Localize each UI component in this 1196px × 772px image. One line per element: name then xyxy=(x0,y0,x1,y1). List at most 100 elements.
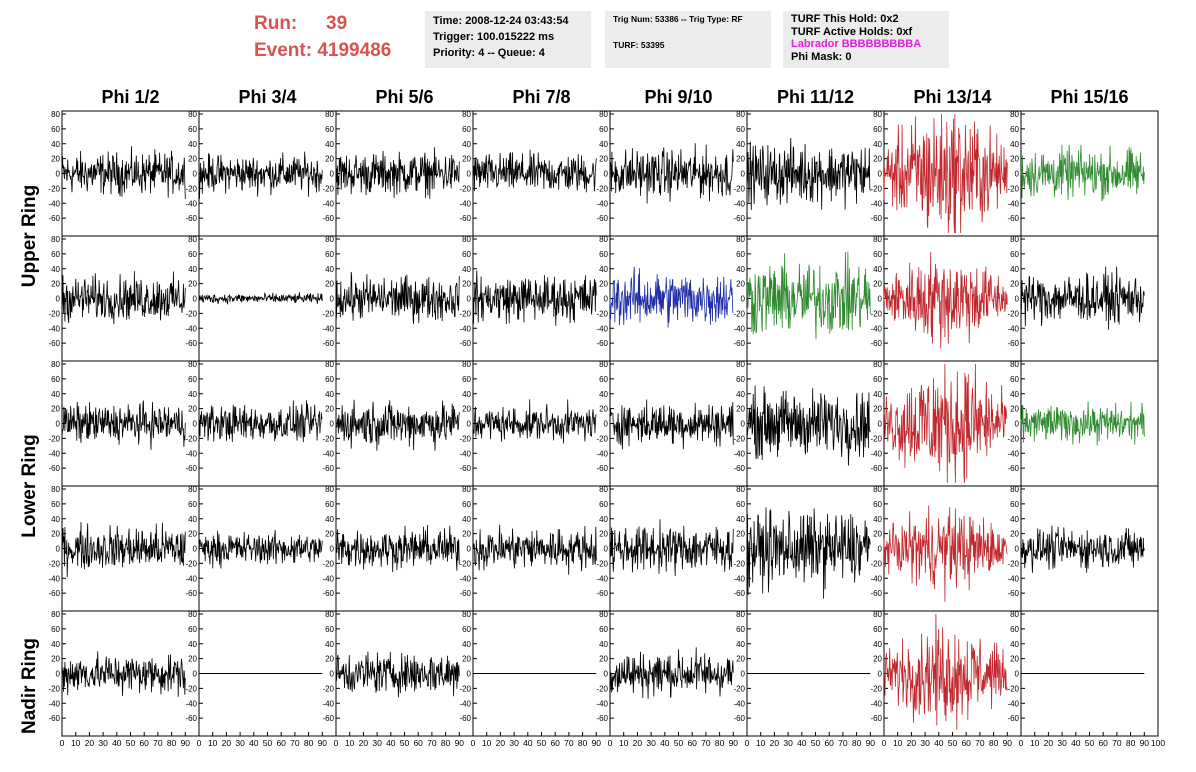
y-tick-label: 80 xyxy=(873,110,882,119)
y-tick-label: 0 xyxy=(330,545,335,554)
y-tick-label: -40 xyxy=(48,699,60,708)
y-tick-label: 20 xyxy=(873,655,882,664)
x-tick-label: 50 xyxy=(126,738,136,748)
y-tick-label: -40 xyxy=(596,699,608,708)
y-tick-label: -20 xyxy=(733,184,745,193)
y-tick-label: -40 xyxy=(733,574,745,583)
y-tick-label: -60 xyxy=(185,339,197,348)
waveform-trace xyxy=(883,613,1008,731)
y-tick-label: -20 xyxy=(596,559,608,568)
waveform-trace xyxy=(609,143,734,204)
y-tick-label: 80 xyxy=(462,485,471,494)
y-tick-label: 40 xyxy=(873,140,882,149)
x-tick-label: 0 xyxy=(608,738,613,748)
y-tick-label: -20 xyxy=(596,684,608,693)
y-tick-label: 0 xyxy=(56,170,61,179)
y-tick-label: 20 xyxy=(1010,655,1019,664)
y-tick-label: 0 xyxy=(56,545,61,554)
waveform-trace xyxy=(609,399,734,450)
waveform-trace xyxy=(609,266,734,328)
y-tick-label: -60 xyxy=(870,464,882,473)
y-tick-label: -40 xyxy=(596,574,608,583)
x-tick-label: 30 xyxy=(509,738,519,748)
y-tick-label: -60 xyxy=(48,339,60,348)
y-tick-label: -60 xyxy=(596,714,608,723)
y-tick-label: 20 xyxy=(325,405,334,414)
y-tick-label: -40 xyxy=(185,574,197,583)
waveform-trace xyxy=(746,507,871,599)
waveform-trace xyxy=(198,292,323,305)
y-tick-label: 80 xyxy=(325,610,334,619)
phi-column-header: Phi 9/10 xyxy=(644,87,713,107)
y-tick-label: -60 xyxy=(322,214,334,223)
y-tick-label: 80 xyxy=(873,610,882,619)
y-tick-label: 20 xyxy=(599,655,608,664)
y-tick-label: 40 xyxy=(325,640,334,649)
y-tick-label: 40 xyxy=(1010,265,1019,274)
y-tick-label: -20 xyxy=(870,434,882,443)
y-tick-label: 40 xyxy=(325,140,334,149)
y-tick-label: -60 xyxy=(596,589,608,598)
x-tick-label: 40 xyxy=(386,738,396,748)
x-tick-label: 50 xyxy=(674,738,684,748)
event-value: 4199486 xyxy=(317,40,392,61)
x-tick-label: 50 xyxy=(948,738,958,748)
y-tick-label: 40 xyxy=(462,390,471,399)
trig-info-box: Trig Num: 53386 -- Trig Type: RF TURF: 5… xyxy=(605,11,771,68)
y-tick-label: 40 xyxy=(188,640,197,649)
y-tick-label: 80 xyxy=(736,110,745,119)
x-tick-label: 70 xyxy=(564,738,574,748)
y-tick-label: 20 xyxy=(736,530,745,539)
y-tick-label: 80 xyxy=(188,610,197,619)
y-tick-label: 0 xyxy=(878,170,883,179)
x-tick-label: 10 xyxy=(71,738,81,748)
y-tick-label: -60 xyxy=(322,714,334,723)
y-tick-label: -60 xyxy=(733,714,745,723)
trigger-text: Trigger: 100.015222 ms xyxy=(433,31,555,43)
phi-column-header: Phi 7/8 xyxy=(512,87,571,107)
y-tick-label: -60 xyxy=(870,714,882,723)
x-tick-label: 70 xyxy=(290,738,300,748)
waveform-trace xyxy=(472,524,597,575)
priority-text: Priority: 4 -- Queue: 4 xyxy=(433,47,545,59)
trigger-info-box: Time: 2008-12-24 03:43:54 Trigger: 100.0… xyxy=(425,11,591,68)
waveform-trace xyxy=(472,149,597,193)
waveform-trace xyxy=(61,522,186,578)
phi-mask-text: Phi Mask: 0 xyxy=(791,50,852,63)
y-tick-label: 40 xyxy=(462,515,471,524)
y-tick-label: 60 xyxy=(1010,125,1019,134)
x-tick-label: 60 xyxy=(276,738,286,748)
y-tick-label: 60 xyxy=(188,125,197,134)
y-tick-label: -40 xyxy=(459,199,471,208)
waveform-trace xyxy=(609,647,734,699)
y-tick-label: 0 xyxy=(467,545,472,554)
y-tick-label: 80 xyxy=(599,235,608,244)
x-tick-label: 40 xyxy=(660,738,670,748)
y-tick-label: 0 xyxy=(741,670,746,679)
y-tick-label: 0 xyxy=(330,670,335,679)
y-tick-label: 80 xyxy=(51,485,60,494)
y-tick-label: 20 xyxy=(1010,530,1019,539)
y-tick-label: -60 xyxy=(459,464,471,473)
x-tick-label: 70 xyxy=(427,738,437,748)
y-tick-label: -20 xyxy=(596,184,608,193)
y-tick-label: -20 xyxy=(322,434,334,443)
waveform-trace xyxy=(1020,525,1145,573)
y-tick-label: 0 xyxy=(56,420,61,429)
y-tick-label: 80 xyxy=(188,485,197,494)
waveform-trace xyxy=(335,271,460,325)
run-value: 39 xyxy=(326,13,348,34)
y-tick-label: 80 xyxy=(51,610,60,619)
y-tick-label: -60 xyxy=(322,589,334,598)
y-tick-label: -20 xyxy=(459,309,471,318)
y-tick-label: -60 xyxy=(870,339,882,348)
phi-column-header: Phi 13/14 xyxy=(913,87,992,107)
y-tick-label: -20 xyxy=(733,434,745,443)
y-tick-label: 20 xyxy=(599,280,608,289)
phi-column-header: Phi 5/6 xyxy=(375,87,434,107)
x-tick-label: 50 xyxy=(400,738,410,748)
waveform-trace xyxy=(61,400,186,450)
x-tick-label: 0 xyxy=(60,738,65,748)
y-tick-label: -20 xyxy=(185,309,197,318)
